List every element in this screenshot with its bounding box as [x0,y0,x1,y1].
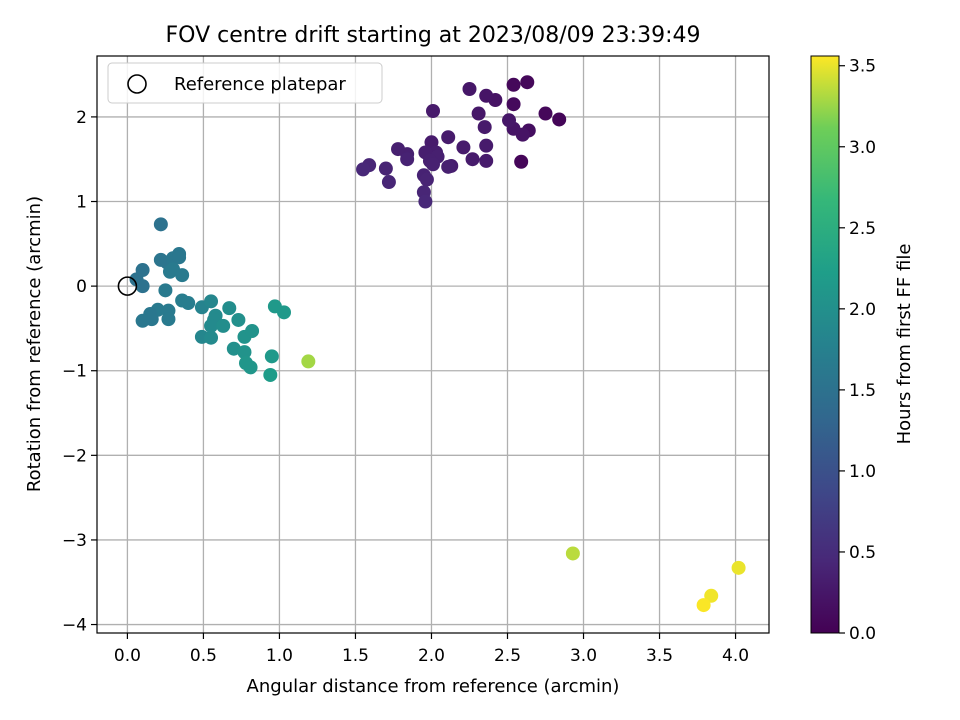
reference-platepar-marker [117,276,138,296]
data-point [231,312,246,327]
colorbar-tick-label: 2.0 [849,300,876,320]
legend-marker-icon [127,74,147,94]
data-point [135,263,150,278]
x-tick-label: 2.5 [494,646,521,666]
data-point [418,194,433,209]
data-point [153,217,168,232]
y-tick-label: −2 [62,446,87,466]
data-point [381,175,396,190]
x-tick-label: 1.0 [266,646,293,666]
legend-box [107,62,383,104]
data-point [162,264,177,279]
data-point [158,283,173,298]
data-point [479,153,494,168]
colorbar-tick-label: 0.5 [849,543,876,563]
data-points [129,75,746,613]
plot-frame [96,55,770,634]
colorbar [810,55,840,634]
data-point [216,318,231,333]
data-point [204,330,219,345]
data-point [419,172,434,187]
x-tick-label: 0.0 [114,646,141,666]
data-point [175,268,190,283]
data-point [301,354,316,369]
data-point [161,312,176,327]
data-point [226,341,241,356]
data-point [696,598,711,613]
data-point [520,75,535,90]
data-point [204,318,219,333]
data-point [243,360,258,375]
data-point [506,77,521,92]
y-tick-label: −3 [62,531,87,551]
data-point [237,345,252,360]
data-point [245,323,260,338]
data-point [514,154,529,169]
y-axis: −4 −3 −2 −1 0 1 2 [62,108,97,636]
data-point [172,250,187,265]
data-point [378,161,393,176]
data-point [465,152,480,167]
x-axis: 0.0 0.5 1.0 1.5 2.0 2.5 3.0 3.5 4.0 [114,633,749,666]
x-tick-label: 1.5 [342,646,369,666]
x-axis-label: Angular distance from reference (arcmin) [247,676,620,697]
data-point [456,140,471,155]
data-point [462,81,477,96]
data-point [181,296,196,311]
colorbar-tick-label: 0.0 [849,624,876,644]
data-point [356,162,371,177]
colorbar-label: Hours from first FF file [894,244,915,445]
data-point [426,103,440,118]
y-tick-label: −1 [62,362,87,382]
legend: Reference platepar [107,62,383,104]
x-tick-label: 2.0 [418,646,445,666]
y-axis-label: Rotation from reference (arcmin) [24,196,45,492]
data-point [477,120,492,135]
colorbar-tick-label: 1.0 [849,462,876,482]
colorbar-tick-label: 1.5 [849,381,876,401]
x-tick-label: 3.5 [646,646,673,666]
y-tick-label: 1 [76,193,87,213]
data-point [391,142,406,157]
data-point [135,313,150,328]
data-point [731,560,746,575]
colorbar-tick-label: 3.0 [849,138,876,158]
legend-label: Reference platepar [174,74,346,95]
data-point [277,305,292,320]
data-point [565,546,580,561]
data-point [441,159,456,174]
x-tick-label: 4.0 [722,646,749,666]
data-point [506,97,521,112]
x-tick-label: 0.5 [190,646,217,666]
data-point [479,138,494,153]
y-tick-label: 0 [76,277,87,297]
colorbar-tick-label: 3.5 [849,57,876,77]
grid-lines [97,56,769,633]
data-point [538,106,553,121]
data-point [471,106,486,121]
y-tick-label: −4 [62,616,87,636]
chart-title: FOV centre drift starting at 2023/08/09 … [166,23,701,48]
data-point [204,294,219,309]
data-point [479,88,494,103]
data-point [441,130,456,145]
data-point [263,367,278,382]
data-point [552,112,567,127]
data-point [135,279,150,294]
data-point [502,113,517,128]
data-point [400,152,415,167]
data-point [264,349,279,364]
data-point [704,588,719,603]
y-tick-label: 2 [76,108,87,128]
data-point [426,157,440,172]
data-point [222,301,237,316]
colorbar-ticks: 0.0 0.5 1.0 1.5 2.0 2.5 3.0 3.5 [839,57,876,644]
x-tick-label: 3.0 [570,646,597,666]
colorbar-tick-label: 2.5 [849,219,876,239]
